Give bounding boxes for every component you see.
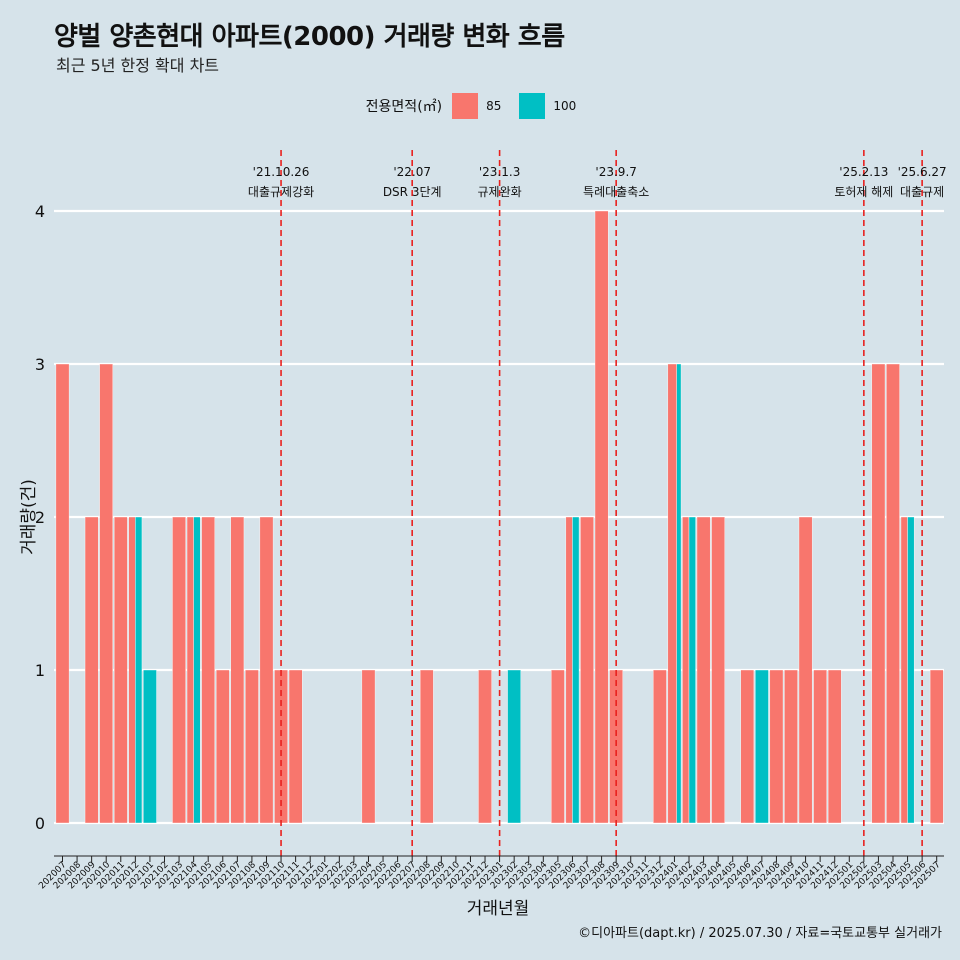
x-axis-title: 거래년월: [467, 899, 530, 919]
bar-85: [55, 363, 70, 824]
event-label: 특례대출축소: [583, 185, 649, 199]
bar-85: [784, 669, 798, 824]
chart-title: 양벌 양촌현대 아파트(2000) 거래량 변화 흐름: [54, 22, 565, 52]
bar-85: [245, 669, 259, 824]
bar-85: [871, 363, 886, 824]
bar-85: [798, 516, 813, 824]
bar-85: [740, 669, 755, 824]
event-date: '25.2.13: [839, 165, 888, 179]
event-label: DSR 3단계: [383, 185, 442, 199]
bar-85: [827, 669, 842, 824]
bar-85: [201, 516, 216, 824]
bar-100: [507, 669, 521, 824]
bar-85: [215, 669, 230, 824]
bar-85: [929, 669, 944, 824]
bar-85: [419, 669, 434, 824]
bar-100: [907, 516, 915, 824]
event-markers: '21.10.26 대출규제강화 '22.07 DSR 3단계 '23.1.3 규제완화 '…: [248, 150, 947, 856]
bar-100: [572, 516, 580, 824]
y-tick-label: 0: [35, 814, 45, 833]
bar-85: [478, 669, 492, 824]
bar-85: [565, 516, 573, 824]
bar-85: [99, 363, 114, 824]
legend-title: 전용면적(㎡): [365, 99, 443, 115]
bar-85: [900, 516, 908, 824]
bar-85: [84, 516, 99, 824]
bar-85: [230, 516, 245, 824]
bar-100: [135, 516, 143, 824]
event-date: '25.6.27: [898, 165, 947, 179]
bar-85: [667, 363, 677, 824]
legend-label-100: 100: [553, 99, 577, 113]
bar-85: [580, 516, 594, 824]
bar-85: [551, 669, 565, 824]
event-label: 토허제 해제: [834, 185, 893, 199]
chart-subtitle: 최근 5년 한정 확대 차트: [56, 56, 220, 75]
event-label: 규제완화: [478, 185, 522, 199]
bar-85: [653, 669, 667, 824]
event-date: '21.10.26: [253, 165, 310, 179]
event-label: 대출규제강화: [248, 185, 314, 199]
legend-swatch-85: [452, 93, 479, 119]
bar-100: [143, 669, 157, 824]
event-date: '22.07: [393, 165, 431, 179]
bars: [55, 210, 944, 824]
bar-100: [676, 363, 682, 824]
bar-85: [682, 516, 690, 824]
bar-100: [193, 516, 201, 824]
bar-85: [113, 516, 128, 824]
y-tick-label: 2: [35, 508, 45, 527]
legend-swatch-100: [519, 93, 546, 119]
event-date: '23.1.3: [479, 165, 520, 179]
bar-85: [186, 516, 194, 824]
bar-85: [361, 669, 376, 824]
y-axis-title: 거래량(건): [19, 479, 39, 555]
y-tick-label: 3: [35, 355, 45, 374]
caption: ©디아파트(dapt.kr) / 2025.07.30 / 자료=국토교통부 실…: [578, 926, 942, 941]
bar-85: [594, 210, 609, 824]
bar-85: [288, 669, 303, 824]
bar-100: [755, 669, 769, 824]
bar-85: [769, 669, 784, 824]
event-label: 대출규제: [900, 185, 944, 199]
bar-85: [696, 516, 711, 824]
event-date: '23.9.7: [595, 165, 636, 179]
y-tick-label: 1: [35, 661, 45, 680]
bar-85: [886, 363, 900, 824]
bar-100: [688, 516, 696, 824]
legend-label-85: 85: [486, 99, 502, 113]
bar-85: [813, 669, 827, 824]
bar-85: [128, 516, 136, 824]
y-tick-label: 4: [35, 202, 45, 221]
bar-85: [259, 516, 274, 824]
legend: 전용면적(㎡) 85 100: [0, 93, 960, 119]
bar-85: [711, 516, 725, 824]
bar-85: [172, 516, 186, 824]
